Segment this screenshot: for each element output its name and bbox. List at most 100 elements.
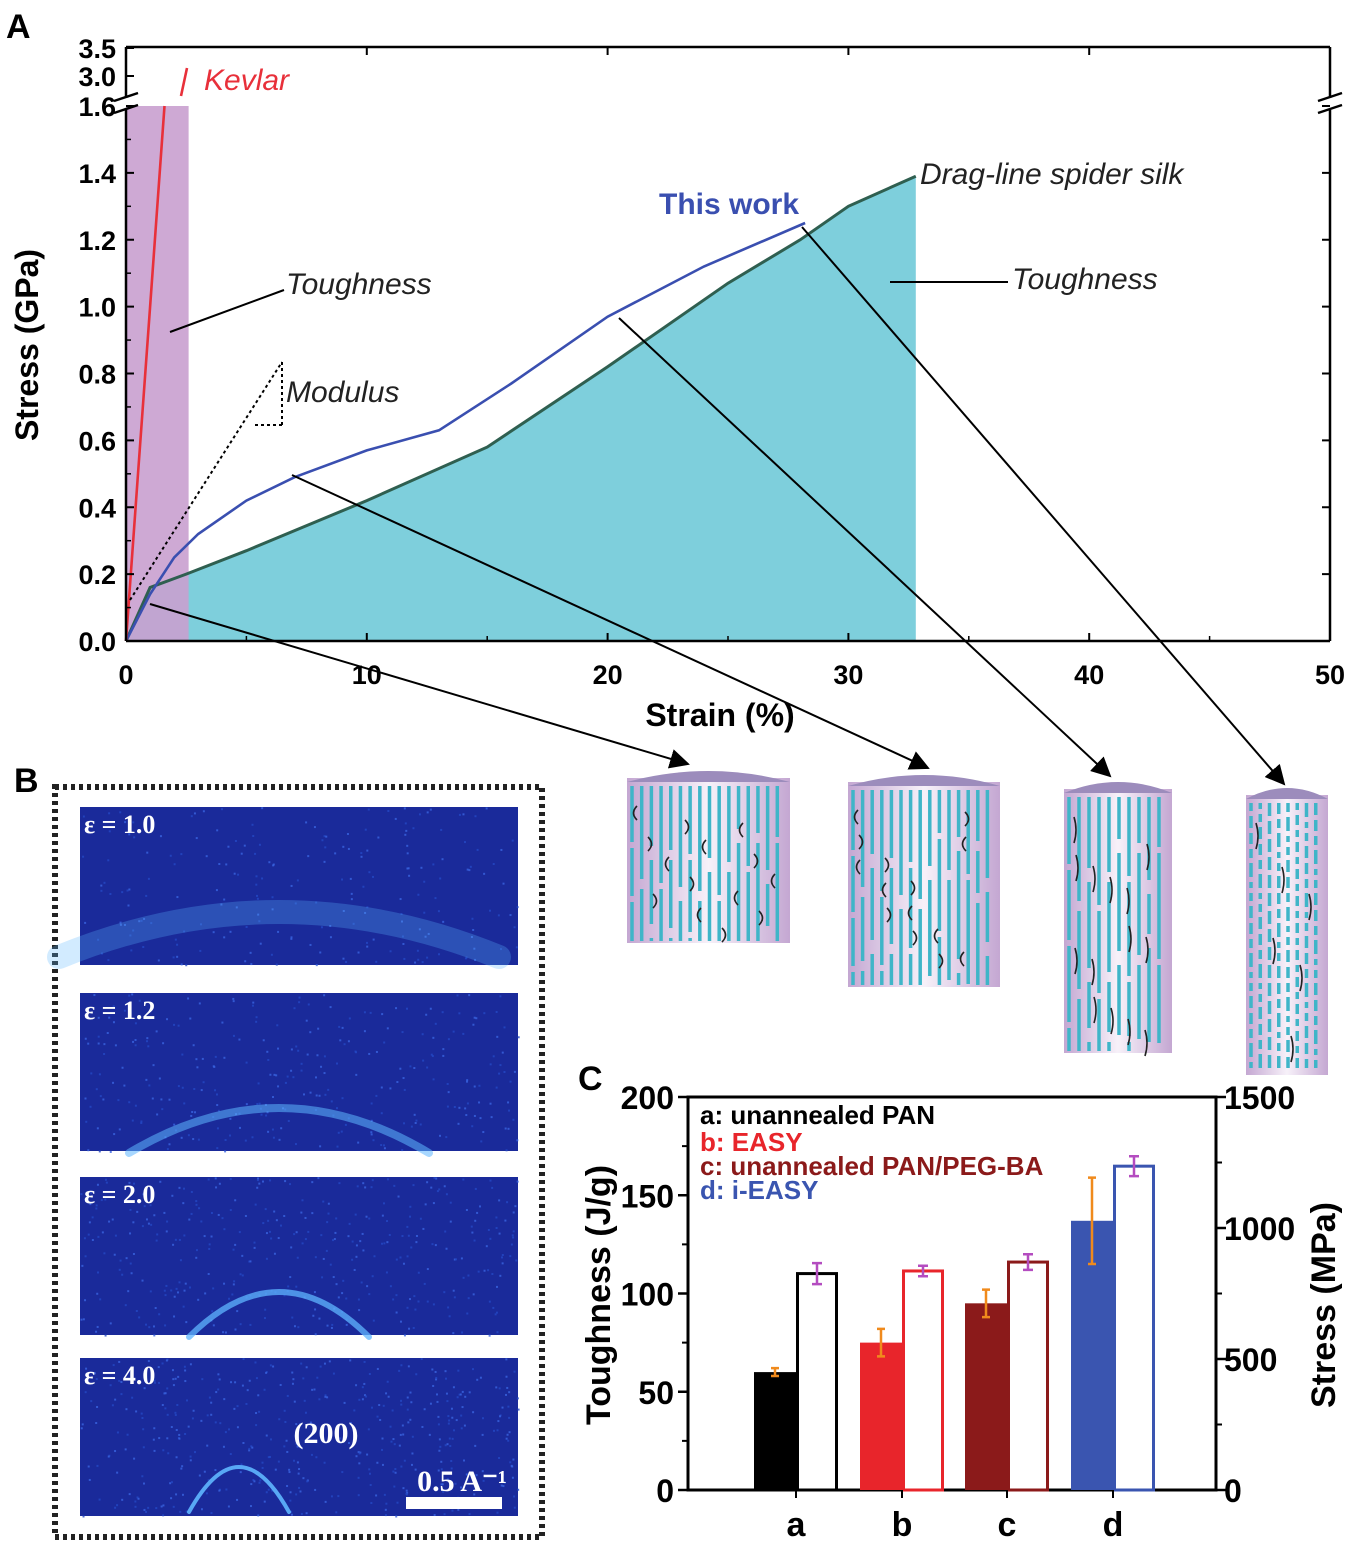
noise-speckle: [329, 1006, 332, 1009]
noise-speckle: [265, 1434, 268, 1437]
amorphous-chain: [1145, 936, 1149, 964]
noise-speckle: [177, 1085, 180, 1088]
strain-label: ε = 2.0: [84, 1180, 155, 1209]
noise-speckle: [406, 1396, 409, 1399]
noise-speckle: [437, 910, 440, 913]
noise-speckle: [384, 1508, 387, 1511]
noise-speckle: [450, 1467, 453, 1470]
noise-speckle: [121, 1498, 124, 1501]
noise-speckle: [113, 1133, 116, 1136]
noise-speckle: [405, 1489, 408, 1492]
noise-speckle: [349, 877, 352, 880]
noise-speckle: [404, 822, 407, 825]
noise-speckle: [353, 1409, 356, 1412]
noise-speckle: [309, 1031, 312, 1034]
noise-speckle: [501, 1256, 504, 1259]
noise-speckle: [370, 1406, 373, 1409]
noise-speckle: [511, 839, 514, 842]
noise-speckle: [234, 839, 237, 842]
noise-speckle: [142, 1428, 145, 1431]
strain-label: ε = 1.0: [84, 810, 155, 839]
noise-speckle: [158, 1437, 161, 1440]
noise-speckle: [314, 1308, 317, 1311]
noise-speckle: [329, 936, 332, 939]
noise-speckle: [324, 1395, 327, 1398]
noise-speckle: [208, 1243, 211, 1246]
noise-speckle: [228, 1297, 231, 1300]
noise-speckle: [184, 1432, 187, 1435]
toughness-error-bar: [771, 1366, 779, 1378]
noise-speckle: [248, 1447, 251, 1450]
noise-speckle: [305, 1366, 308, 1369]
noise-speckle: [365, 1395, 368, 1398]
noise-speckle: [371, 1275, 374, 1278]
noise-speckle: [401, 1234, 404, 1237]
waxs-frame: ε = 2.0: [80, 1177, 519, 1340]
amorphous-chain: [632, 805, 638, 821]
panel-a-ylabel: Stress (GPa): [9, 249, 45, 441]
noise-speckle: [292, 1378, 295, 1381]
noise-speckle: [182, 1202, 185, 1205]
noise-speckle: [258, 1410, 261, 1413]
noise-speckle: [129, 1262, 132, 1265]
noise-speckle: [363, 1011, 366, 1014]
noise-speckle: [342, 1279, 345, 1282]
noise-speckle: [361, 1232, 364, 1235]
noise-speckle: [415, 1234, 418, 1237]
noise-speckle: [501, 1051, 504, 1054]
noise-speckle: [418, 813, 421, 816]
amorphous-chain: [1109, 876, 1113, 904]
noise-speckle: [296, 1256, 299, 1259]
noise-speckle: [499, 1064, 502, 1067]
noise-speckle: [104, 1334, 107, 1337]
noise-speckle: [314, 1488, 317, 1491]
noise-speckle: [279, 1383, 282, 1386]
noise-speckle: [265, 1114, 268, 1117]
noise-speckle: [496, 1035, 499, 1038]
modulus-triangle: [129, 361, 283, 601]
noise-speckle: [296, 1461, 299, 1464]
amorphous-chain: [1074, 947, 1078, 975]
amorphous-chain: [964, 811, 970, 827]
noise-speckle: [442, 1490, 445, 1493]
noise-speckle: [384, 1514, 387, 1517]
noise-speckle: [168, 1098, 171, 1101]
noise-speckle: [295, 1285, 298, 1288]
noise-speckle: [118, 1360, 121, 1363]
noise-speckle: [153, 1449, 156, 1452]
noise-speckle: [153, 1381, 156, 1384]
y-break-tick-label: 3.0: [78, 62, 116, 92]
noise-speckle: [109, 1384, 112, 1387]
noise-speckle: [474, 1187, 477, 1190]
noise-speckle: [358, 1309, 361, 1312]
noise-speckle: [289, 1499, 292, 1502]
noise-speckle: [495, 1216, 498, 1219]
noise-speckle: [295, 1442, 298, 1445]
noise-speckle: [333, 1238, 336, 1241]
noise-speckle: [132, 1040, 135, 1043]
noise-speckle: [85, 1120, 88, 1123]
spider-silk-label: Drag-line spider silk: [920, 158, 1185, 191]
noise-speckle: [98, 1498, 101, 1501]
noise-speckle: [164, 1324, 167, 1327]
noise-speckle: [390, 1440, 393, 1443]
noise-speckle: [431, 1243, 434, 1246]
noise-speckle: [395, 1294, 398, 1297]
noise-speckle: [444, 1370, 447, 1373]
noise-speckle: [147, 1360, 150, 1363]
noise-speckle: [458, 1393, 461, 1396]
noise-speckle: [105, 1372, 108, 1375]
noise-speckle: [454, 1482, 457, 1485]
this-work-line: [124, 221, 806, 642]
noise-speckle: [355, 1255, 358, 1258]
noise-speckle: [254, 1361, 257, 1364]
noise-speckle: [489, 1179, 492, 1182]
noise-speckle: [350, 892, 353, 895]
noise-speckle: [237, 873, 240, 876]
noise-speckle: [468, 1513, 471, 1516]
panel-b-label: B: [14, 762, 39, 800]
noise-speckle: [497, 914, 500, 917]
amorphous-chain: [959, 951, 965, 967]
noise-speckle: [473, 1493, 476, 1496]
noise-speckle: [229, 1453, 232, 1456]
